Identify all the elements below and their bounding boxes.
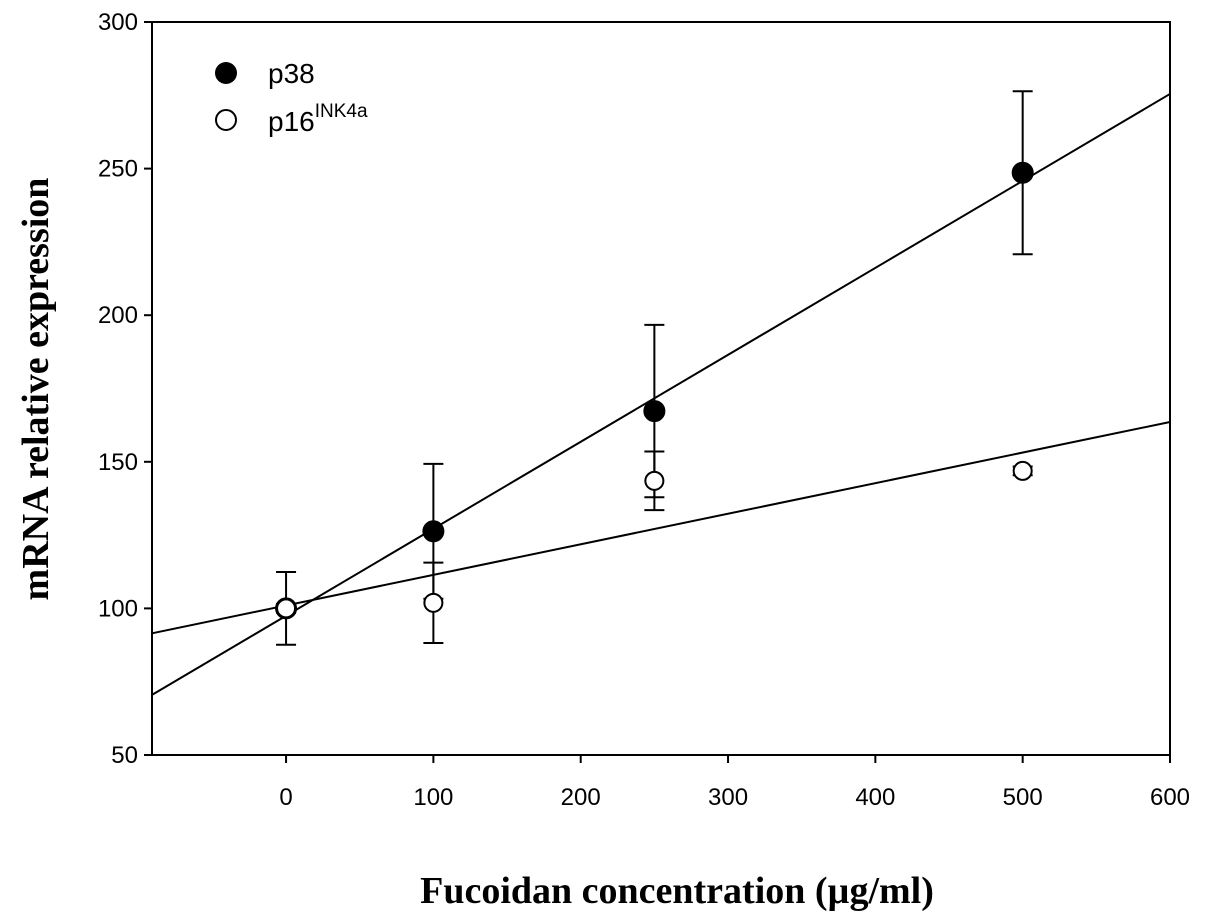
legend-marker-p38 bbox=[215, 62, 237, 84]
y-tick-label: 200 bbox=[98, 302, 138, 329]
data-point-p16 bbox=[276, 598, 297, 619]
y-tick-label: 300 bbox=[98, 9, 138, 36]
fit-line-p16 bbox=[151, 421, 1171, 635]
fit-line-p38 bbox=[151, 93, 1171, 696]
data-point-p16 bbox=[644, 470, 665, 491]
legend: p38 p16INK4a bbox=[215, 58, 368, 137]
x-tick-label: 500 bbox=[1003, 784, 1043, 811]
data-point-p38 bbox=[422, 520, 445, 543]
y-tick-label: 250 bbox=[98, 156, 138, 183]
data-point-p38 bbox=[643, 400, 666, 423]
legend-label-p16: p16INK4a bbox=[268, 101, 368, 137]
data-point-p16 bbox=[1012, 460, 1033, 481]
x-axis-label: Fucoidan concentration (µg/ml) bbox=[420, 870, 934, 912]
x-tick-label: 300 bbox=[708, 784, 748, 811]
y-tick-label: 150 bbox=[98, 449, 138, 476]
legend-marker-p16 bbox=[215, 109, 237, 131]
x-tick-label: 600 bbox=[1150, 784, 1190, 811]
y-tick-label: 100 bbox=[98, 595, 138, 622]
x-tick-label: 0 bbox=[279, 784, 292, 811]
plot-frame bbox=[151, 21, 1171, 756]
data-point-p16 bbox=[423, 592, 444, 613]
x-tick-label: 400 bbox=[855, 784, 895, 811]
y-tick-label: 50 bbox=[111, 742, 138, 769]
data-point-p38 bbox=[1011, 161, 1034, 184]
legend-label-p38: p38 bbox=[268, 58, 315, 89]
x-tick-label: 100 bbox=[413, 784, 453, 811]
x-tick-label: 200 bbox=[561, 784, 601, 811]
y-axis-label: mRNA relative expression bbox=[15, 178, 57, 601]
